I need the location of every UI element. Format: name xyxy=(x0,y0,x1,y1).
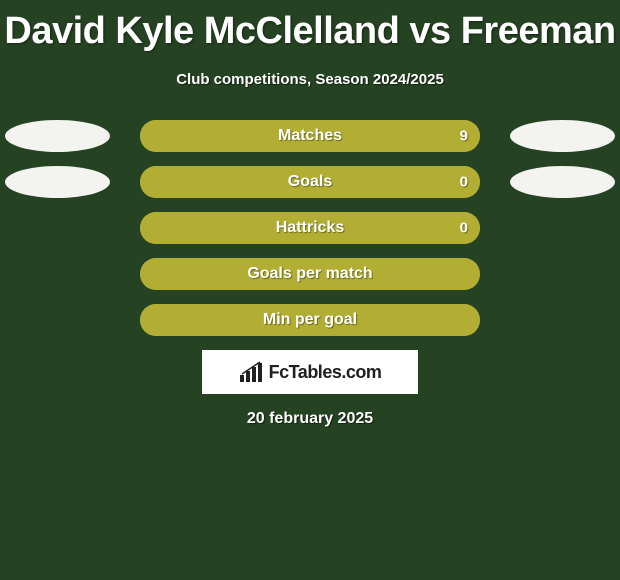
spacer xyxy=(5,258,110,290)
player-right-marker xyxy=(510,120,615,152)
page-title: David Kyle McClelland vs Freeman xyxy=(0,0,620,53)
stat-bar: Min per goal xyxy=(140,304,480,336)
logo: FcTables.com xyxy=(239,361,382,383)
stat-label: Goals xyxy=(140,173,480,191)
stat-bar: Goals per match xyxy=(140,258,480,290)
bars-icon xyxy=(239,361,265,383)
stat-bar: Matches9 xyxy=(140,120,480,152)
stat-label: Goals per match xyxy=(140,265,480,283)
stat-value-right: 0 xyxy=(460,220,468,237)
stat-row: Goals per match xyxy=(0,258,620,290)
footer-date: 20 february 2025 xyxy=(0,410,620,428)
spacer xyxy=(5,212,110,244)
logo-text: FcTables.com xyxy=(269,362,382,383)
logo-box: FcTables.com xyxy=(202,350,418,394)
stat-row: Hattricks0 xyxy=(0,212,620,244)
spacer xyxy=(510,212,615,244)
stat-row: Min per goal xyxy=(0,304,620,336)
spacer xyxy=(5,304,110,336)
stat-label: Min per goal xyxy=(140,311,480,329)
stats-area: Matches9Goals0Hattricks0Goals per matchM… xyxy=(0,120,620,336)
stat-bar: Goals0 xyxy=(140,166,480,198)
stat-label: Hattricks xyxy=(140,219,480,237)
player-right-marker xyxy=(510,166,615,198)
player-left-marker xyxy=(5,166,110,198)
stat-bar: Hattricks0 xyxy=(140,212,480,244)
stat-row: Matches9 xyxy=(0,120,620,152)
stat-value-right: 0 xyxy=(460,174,468,191)
subtitle: Club competitions, Season 2024/2025 xyxy=(0,71,620,88)
stat-value-right: 9 xyxy=(460,128,468,145)
stat-row: Goals0 xyxy=(0,166,620,198)
spacer xyxy=(510,304,615,336)
player-left-marker xyxy=(5,120,110,152)
stat-label: Matches xyxy=(140,127,480,145)
spacer xyxy=(510,258,615,290)
